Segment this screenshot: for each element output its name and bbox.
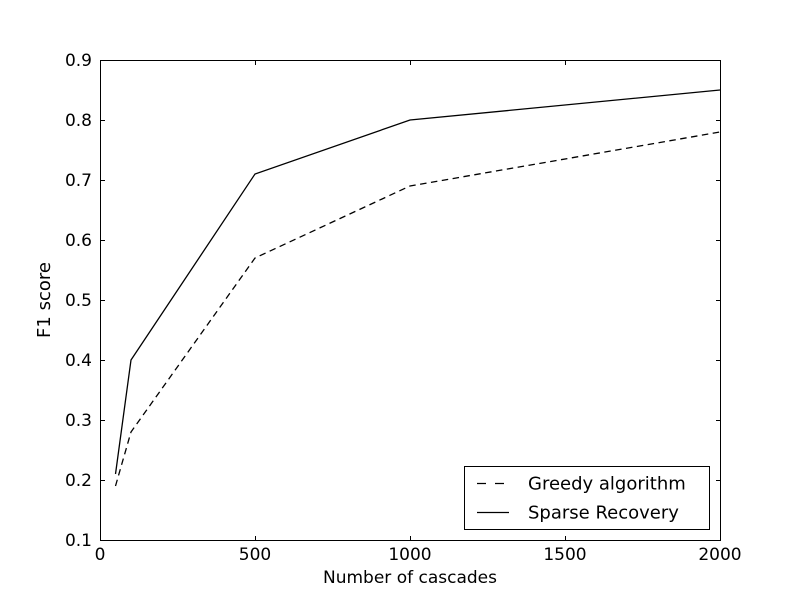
y-axis-label: F1 score — [34, 262, 55, 338]
axes-frame: 0 500 1000 1500 2000 0.1 0.2 0.3 0.4 0.5 0.6 0.7 0.8… — [65, 51, 742, 565]
legend-entry-greedy-algorithm: Greedy algorithm — [477, 474, 686, 495]
x-axis-label: Number of cascades — [323, 568, 497, 588]
x-tick-label: 1000 — [388, 545, 431, 565]
y-tick-label: 0.3 — [65, 411, 92, 431]
legend-label: Greedy algorithm — [528, 474, 686, 495]
y-tick-label: 0.7 — [65, 171, 92, 191]
y-tick-label: 0.9 — [65, 51, 92, 71]
plot-border — [100, 60, 721, 541]
y-tick-label: 0.8 — [65, 111, 92, 131]
x-tick-label: 1500 — [543, 545, 586, 565]
series-layer — [114, 89, 721, 487]
legend: Greedy algorithm Sparse Recovery — [464, 466, 710, 530]
y-tick-label: 0.1 — [65, 531, 92, 551]
y-tick-label: 0.5 — [65, 291, 92, 311]
series-line-sparse-recovery — [114, 89, 721, 475]
x-tick-label: 2000 — [698, 545, 741, 565]
y-tick-label: 0.6 — [65, 231, 92, 251]
x-tick-label: 0 — [95, 545, 106, 565]
legend-entry-sparse-recovery: Sparse Recovery — [477, 503, 679, 524]
y-tick-label: 0.4 — [65, 351, 92, 371]
legend-box — [464, 466, 710, 530]
legend-label: Sparse Recovery — [528, 503, 679, 524]
series-line-greedy-algorithm — [114, 131, 721, 487]
y-tick-label: 0.2 — [65, 471, 92, 491]
x-tick-label: 500 — [239, 545, 271, 565]
